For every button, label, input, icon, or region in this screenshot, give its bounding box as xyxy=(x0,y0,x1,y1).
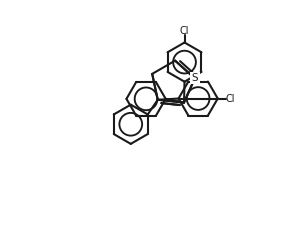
Text: Cl: Cl xyxy=(180,26,189,36)
Text: S: S xyxy=(192,73,198,83)
Text: O: O xyxy=(191,73,199,83)
Text: Cl: Cl xyxy=(226,94,235,104)
